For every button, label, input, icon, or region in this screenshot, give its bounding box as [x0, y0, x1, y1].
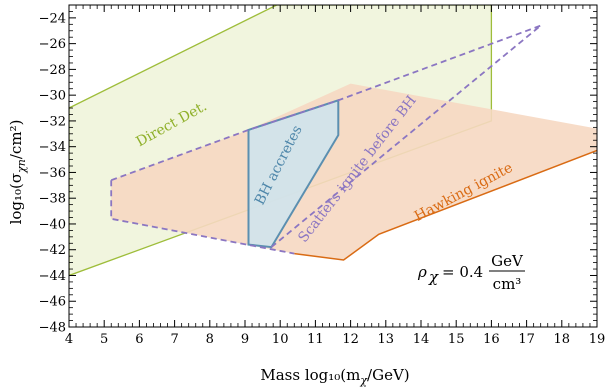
x-tick-label: 16: [483, 332, 500, 347]
x-axis-label-tail: /GeV): [367, 366, 410, 384]
y-axis-label-main: log₁₀(σ: [7, 173, 25, 225]
x-tick-label: 8: [206, 332, 214, 347]
density-annotation: ρ χ = 0.4 GeV cm³: [417, 252, 525, 293]
x-tick-label: 10: [272, 332, 289, 347]
x-tick-label: 6: [135, 332, 143, 347]
y-axis-label: log₁₀(σχn/cm²): [7, 120, 28, 225]
y-tick-label: −34: [39, 140, 66, 155]
y-axis-label-sub: χn: [15, 159, 28, 174]
y-tick-label: −46: [39, 295, 66, 310]
y-tick-label: −40: [39, 217, 66, 232]
regions-layer: [69, 5, 597, 277]
dashed-line-2: [110, 24, 542, 182]
x-tick-label: 14: [413, 332, 430, 347]
ticks-layer: 4 5 6 7 8 9 10 11 12 13 14 15 16 17 18 19 −48 −46 −44 −42 −4…: [39, 4, 606, 347]
y-tick-label: −30: [39, 89, 66, 104]
x-tick-label: 18: [554, 332, 571, 347]
y-tick-label: −44: [39, 269, 66, 284]
dashed-line-1: [110, 180, 295, 255]
dashed-line-0: [270, 24, 542, 248]
x-tick-label: 15: [448, 332, 465, 347]
x-tick-label: 12: [342, 332, 359, 347]
x-tick-label: 9: [241, 332, 249, 347]
lines-layer: [110, 24, 597, 261]
x-tick-label: 5: [100, 332, 108, 347]
y-tick-label: −48: [39, 321, 66, 336]
x-axis-label-main: Mass log₁₀(m: [260, 366, 360, 384]
y-tick-label: −28: [39, 63, 66, 78]
x-axis-label-sub: χ: [359, 374, 368, 387]
x-tick-label: 11: [307, 332, 324, 347]
density-subscript: χ: [428, 268, 439, 286]
x-tick-label: 19: [589, 332, 606, 347]
y-tick-label: −38: [39, 192, 66, 207]
hawking-boundary-line: [294, 149, 597, 261]
x-tick-label: 4: [65, 332, 73, 347]
x-tick-label: 13: [378, 332, 395, 347]
y-tick-label: −26: [39, 37, 66, 52]
x-tick-label: 7: [170, 332, 178, 347]
density-equals: = 0.4: [442, 263, 483, 281]
y-tick-label: −36: [39, 166, 66, 181]
x-tick-label: 17: [518, 332, 535, 347]
density-numerator: GeV: [491, 252, 524, 270]
y-tick-label: −24: [39, 11, 66, 26]
x-axis-label: Mass log₁₀(mχ/GeV): [260, 366, 409, 387]
y-tick-label: −42: [39, 243, 66, 258]
density-denominator: cm³: [493, 275, 522, 293]
density-symbol: ρ: [417, 263, 427, 281]
hawking-ignite-region: [111, 25, 597, 260]
y-tick-label: −32: [39, 114, 66, 129]
y-axis-label-tail: /cm²): [7, 120, 25, 160]
